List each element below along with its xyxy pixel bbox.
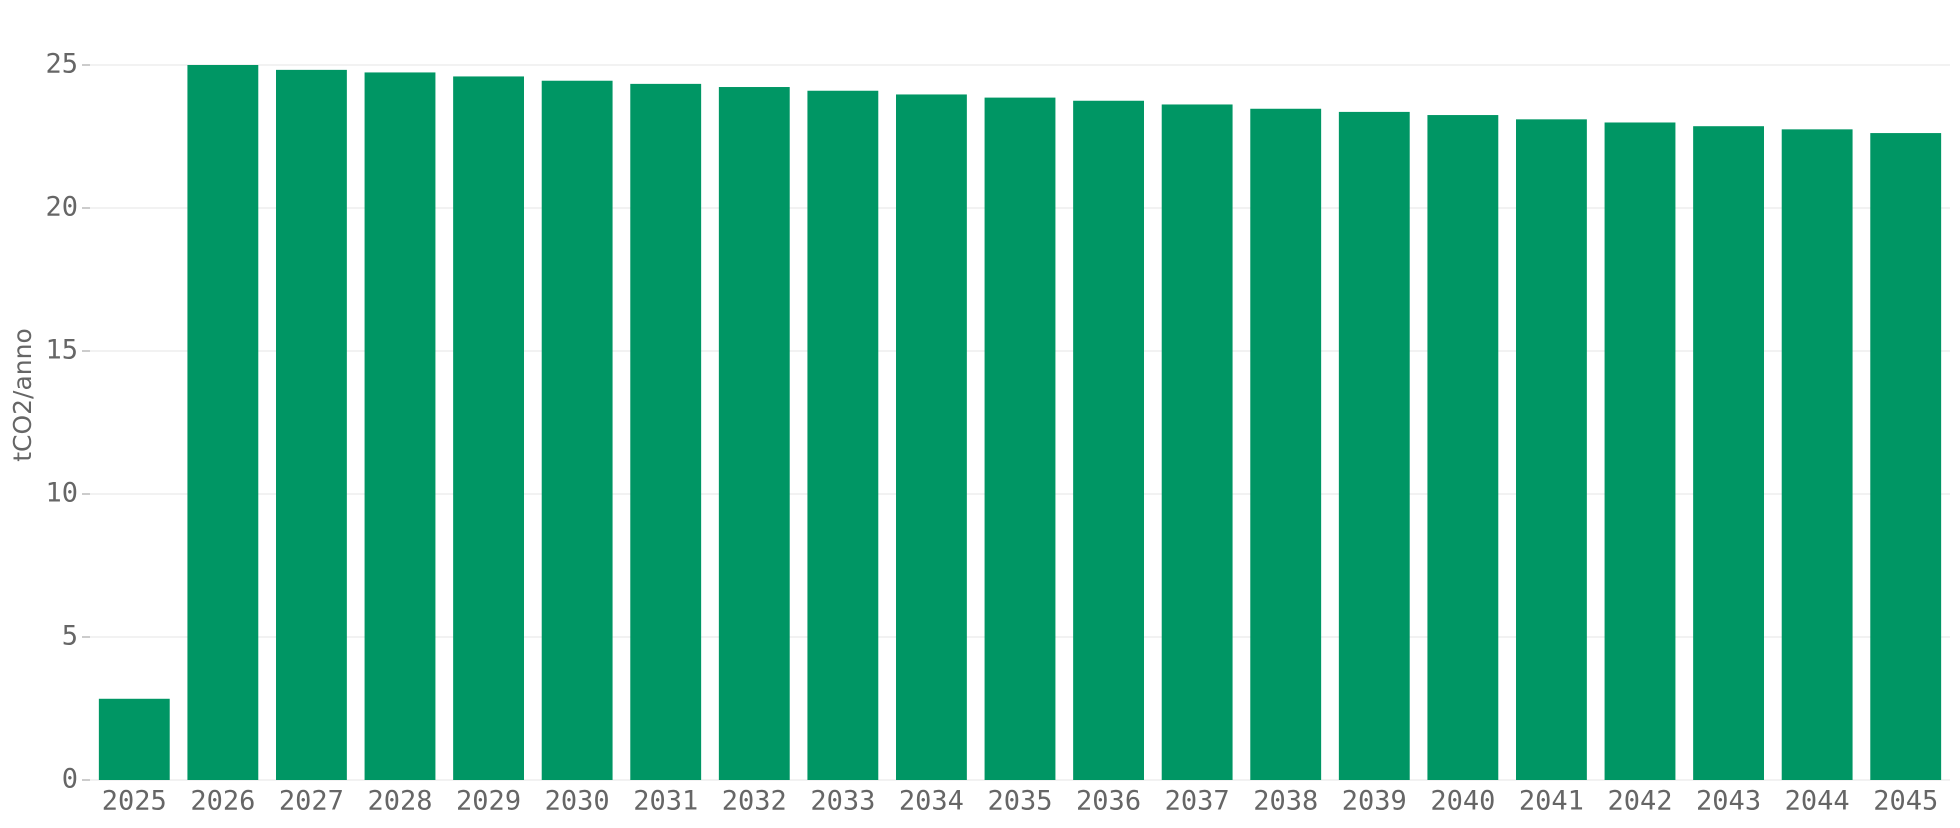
bar bbox=[1073, 100, 1144, 780]
bar bbox=[1693, 126, 1764, 781]
y-tick-label: 15 bbox=[45, 335, 78, 366]
bar bbox=[1161, 104, 1233, 780]
bar bbox=[984, 97, 1056, 780]
bar bbox=[1870, 133, 1942, 780]
y-tick-label: 10 bbox=[45, 478, 78, 509]
bar bbox=[187, 65, 259, 780]
bar bbox=[1427, 115, 1499, 781]
bar bbox=[1516, 119, 1587, 781]
x-tick-label: 2045 bbox=[1873, 786, 1938, 817]
x-tick-label: 2031 bbox=[633, 786, 698, 817]
bar bbox=[896, 94, 967, 780]
bar bbox=[630, 83, 702, 781]
bar bbox=[1604, 122, 1676, 780]
bar bbox=[453, 76, 524, 780]
x-tick-label: 2033 bbox=[810, 786, 875, 817]
bar bbox=[364, 72, 436, 781]
x-tick-label: 2035 bbox=[987, 786, 1052, 817]
x-tick-label: 2038 bbox=[1253, 786, 1318, 817]
x-tick-label: 2028 bbox=[367, 786, 432, 817]
x-tick-label: 2029 bbox=[456, 786, 521, 817]
x-tick-label: 2026 bbox=[190, 786, 255, 817]
x-tick-label: 2032 bbox=[722, 786, 787, 817]
bar bbox=[718, 87, 790, 781]
x-tick-label: 2027 bbox=[279, 786, 344, 817]
bar bbox=[276, 69, 347, 780]
x-tick-label: 2036 bbox=[1076, 786, 1141, 817]
bar bbox=[98, 698, 170, 780]
x-tick-label: 2044 bbox=[1785, 786, 1850, 817]
x-tick-label: 2034 bbox=[899, 786, 964, 817]
x-tick-label: 2040 bbox=[1430, 786, 1495, 817]
x-tick-label: 2043 bbox=[1696, 786, 1761, 817]
bar bbox=[1781, 129, 1853, 781]
x-tick-label: 2030 bbox=[545, 786, 610, 817]
y-axis-label: tCO2/anno bbox=[8, 328, 37, 462]
x-tick-label: 2041 bbox=[1519, 786, 1584, 817]
x-tick-label: 2042 bbox=[1607, 786, 1672, 817]
bar bbox=[1338, 111, 1410, 781]
x-tick-label: 2039 bbox=[1342, 786, 1407, 817]
y-tick-label: 20 bbox=[45, 192, 78, 223]
x-tick-label: 2025 bbox=[102, 786, 167, 817]
x-tick-label: 2037 bbox=[1165, 786, 1230, 817]
y-tick-label: 25 bbox=[45, 49, 78, 80]
y-tick-label: 0 bbox=[62, 764, 78, 795]
bar bbox=[1250, 108, 1322, 781]
bar bbox=[807, 90, 879, 781]
y-tick-label: 5 bbox=[62, 621, 78, 652]
bar bbox=[541, 80, 613, 781]
